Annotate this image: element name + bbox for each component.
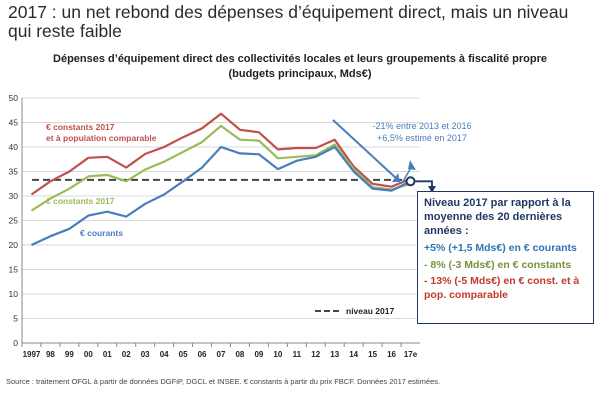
x-tick-label: 07 <box>217 350 226 359</box>
info-box-line-pop-comparable: - 13% (-5 Mds€) en € const. et à pop. co… <box>424 275 580 301</box>
series-line <box>30 112 411 196</box>
y-tick-label: 25 <box>9 216 19 226</box>
x-tick-label: 05 <box>179 350 188 359</box>
x-tick-label: 08 <box>235 350 244 359</box>
x-tick-label: 10 <box>273 350 282 359</box>
chart-title: Dépenses d’équipement direct des collect… <box>0 52 600 82</box>
x-tick-label: 99 <box>65 350 74 359</box>
x-tick-label: 06 <box>198 350 207 359</box>
x-tick-label: 03 <box>141 350 150 359</box>
y-tick-label: 0 <box>13 338 18 348</box>
x-tick-label: 1997 <box>23 350 41 359</box>
series-line <box>30 124 411 212</box>
annotation-arrowhead <box>392 173 400 182</box>
x-tick-label: 15 <box>368 350 377 359</box>
source-note: Source : traitement OFGL à partir de don… <box>6 377 441 386</box>
chart-subtitle: (budgets principaux, Mds€) <box>228 68 372 80</box>
x-tick-label: 12 <box>311 350 320 359</box>
series-label: € constants 2017 <box>46 122 115 132</box>
series-label: et à population comparable <box>46 133 157 143</box>
annotation-label: -21% entre 2013 et 2016 <box>372 121 471 131</box>
y-tick-label: 35 <box>9 167 19 177</box>
x-tick-label: 01 <box>103 350 112 359</box>
info-box-line-constants: - 8% (-3 Mds€) en € constants <box>424 258 572 271</box>
connector-arrowhead <box>428 186 436 193</box>
series-label: € courants <box>80 228 123 238</box>
y-tick-label: 10 <box>9 289 19 299</box>
x-tick-label: 17e <box>404 350 418 359</box>
point-2017-marker <box>405 176 416 187</box>
annotation-arrowhead-up <box>408 160 416 170</box>
connector-line <box>415 180 433 188</box>
x-tick-label: 11 <box>293 350 302 359</box>
x-tick-label: 98 <box>46 350 55 359</box>
y-tick-label: 5 <box>13 314 18 324</box>
x-tick-label: 09 <box>254 350 263 359</box>
y-tick-label: 20 <box>9 240 19 250</box>
x-tick-label: 13 <box>330 350 339 359</box>
info-box-line-courants: +5% (+1,5 Mds€) en € courants <box>424 242 577 254</box>
info-box-title: Niveau 2017 par rapport à la moyenne des… <box>424 197 571 237</box>
info-box: Niveau 2017 par rapport à la moyenne des… <box>417 191 594 324</box>
y-tick-label: 50 <box>9 93 19 103</box>
x-tick-label: 04 <box>160 350 169 359</box>
annotation-arrow-line <box>332 119 398 180</box>
x-tick-label: 14 <box>349 350 358 359</box>
series-label: € constants 2017 <box>46 196 115 206</box>
y-tick-label: 15 <box>9 265 19 275</box>
y-tick-label: 40 <box>9 142 19 152</box>
legend-reference-label: niveau 2017 <box>346 306 394 316</box>
x-tick-label: 02 <box>122 350 131 359</box>
y-tick-label: 30 <box>9 191 19 201</box>
chart-title-main: Dépenses d’équipement direct des collect… <box>53 53 547 65</box>
x-tick-label: 16 <box>387 350 396 359</box>
slide-title: 2017 : un net rebond des dépenses d’équi… <box>8 2 569 41</box>
x-tick-label: 00 <box>84 350 93 359</box>
series-line <box>31 145 411 246</box>
y-tick-label: 45 <box>9 118 19 128</box>
annotation-label: +6,5% estimé en 2017 <box>377 133 467 143</box>
